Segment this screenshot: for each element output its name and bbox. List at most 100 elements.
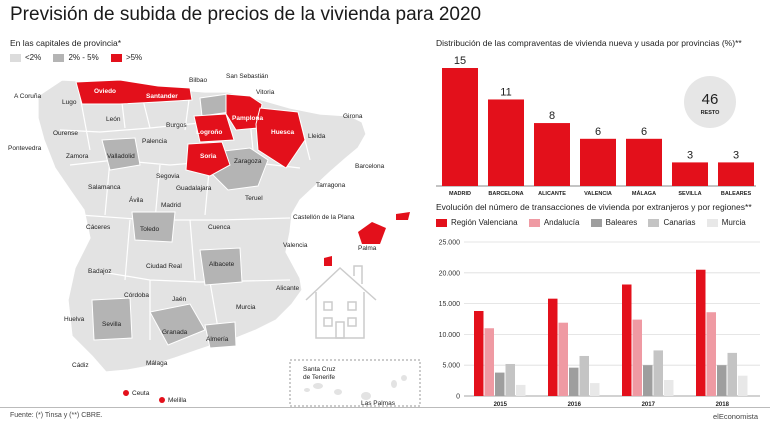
city-label: Badajoz: [88, 268, 112, 275]
bar: [653, 350, 663, 396]
bar: [474, 310, 484, 396]
bar: [626, 138, 662, 186]
legend-item-andalucia: Andalucía: [528, 218, 579, 227]
region-mid-almeria: [204, 321, 237, 349]
legend-item-high: >5%: [110, 53, 142, 62]
data-label: 8: [549, 110, 555, 122]
bar: [495, 372, 505, 396]
city-label: Logroño: [196, 129, 222, 136]
city-label: Valencia: [283, 242, 308, 249]
city-label: Murcia: [236, 304, 256, 311]
bar: [484, 328, 494, 396]
tick-label: BALEARES: [721, 191, 752, 197]
city-label: Jaén: [172, 296, 186, 303]
footer-brand: elEconomista: [713, 412, 759, 421]
legend-swatch: [706, 218, 718, 227]
city-label: Cáceres: [86, 224, 111, 231]
canary-islands: [304, 375, 407, 400]
city-label: Valladolid: [107, 153, 135, 160]
region-mid-toledo: [131, 211, 176, 243]
map-subtitle: En las capitales de provincia*: [10, 38, 122, 48]
city-label: Palma: [358, 245, 377, 252]
city-label: Melilla: [168, 397, 187, 404]
region-mid-albacete: [199, 247, 243, 286]
footer-divider: [0, 407, 770, 408]
city-label: Zaragoza: [234, 158, 262, 165]
city-label: Santander: [146, 93, 178, 100]
map-legend: <2% 2% - 5% >5%: [10, 53, 152, 62]
city-label: Sevilla: [102, 321, 122, 328]
bar: [717, 365, 727, 396]
bar: [488, 99, 524, 186]
resto-circle: [684, 76, 736, 128]
bar: [672, 162, 708, 186]
city-label: Santa Cruz: [303, 366, 336, 373]
y-tick-label: 20.000: [439, 270, 461, 277]
city-label: Soria: [200, 153, 217, 160]
x-tick-label: 2017: [642, 402, 656, 408]
y-tick-label: 15.000: [439, 301, 461, 308]
region-mid-sevilla: [91, 297, 133, 341]
city-label: Cádiz: [72, 362, 89, 369]
data-label: 3: [687, 149, 693, 161]
city-label: Salamanca: [88, 184, 121, 191]
tick-label: MADRID: [449, 191, 471, 197]
city-label: Barcelona: [355, 163, 385, 170]
legend-item-canarias: Canarias: [648, 218, 695, 227]
bar: [727, 352, 737, 396]
spain-map: A Coruña Oviedo Santander Bilbao San Seb…: [8, 73, 421, 407]
bar: [738, 375, 748, 396]
bar: [505, 363, 515, 396]
chart1-bar: 15 MADRID 11 BARCELONA 8 ALICANTE 6 VALENCIA 6 MÁ…: [436, 55, 756, 197]
y-tick-label: 5.000: [442, 363, 460, 370]
y-tick-label: 10.000: [439, 332, 461, 339]
city-label: A Coruña: [14, 93, 41, 100]
city-label: Alicante: [276, 285, 300, 292]
bar: [622, 284, 632, 396]
city-label: Córdoba: [124, 292, 149, 299]
region-high-logrono: [193, 113, 235, 143]
page-title: Previsión de subida de precios de la viv…: [10, 4, 482, 25]
data-label: 3: [733, 149, 739, 161]
legend-swatch: [528, 218, 540, 227]
city-label: Ciudad Real: [146, 263, 182, 270]
tick-label: VALENCIA: [584, 191, 612, 197]
city-label: Ceuta: [132, 390, 150, 397]
city-label: Bilbao: [189, 77, 207, 84]
city-labels: A Coruña Oviedo Santander Bilbao San Seb…: [8, 73, 396, 407]
bar: [718, 162, 754, 186]
bar: [580, 138, 616, 186]
chart2-grouped-bar: 25.000 20.000 15.000 10.000 5.000 0 2015 2016 20…: [439, 240, 760, 408]
city-label: Málaga: [146, 360, 168, 367]
legend-swatch: [436, 218, 447, 227]
bar: [534, 123, 570, 186]
bar: [643, 365, 653, 396]
tick-label: ALICANTE: [538, 191, 566, 197]
chart2-title: Evolución del número de transacciones de…: [436, 202, 752, 212]
city-label: Albacete: [209, 261, 235, 268]
city-label: Zamora: [66, 153, 89, 160]
bar: [442, 68, 478, 186]
region-high-soria: [185, 141, 231, 177]
region-high-huesca: [255, 107, 306, 169]
city-label: Granada: [162, 329, 188, 336]
region-high-ibiza: [324, 256, 332, 266]
resto-label: RESTO: [701, 110, 721, 116]
data-label: 11: [500, 86, 511, 98]
city-label-cont: de Tenerife: [303, 374, 335, 381]
bar: [590, 383, 600, 396]
data-label: 6: [641, 126, 647, 138]
city-label: Segovia: [156, 173, 180, 180]
city-label: San Sebastián: [226, 73, 269, 80]
tick-label: MÁLAGA: [632, 190, 656, 197]
tick-label: SEVILLA: [678, 191, 701, 197]
region-high-asturias-cantabria: [75, 79, 193, 105]
ceuta-dot: [123, 390, 129, 396]
legend-item-murcia: Murcia: [706, 218, 746, 227]
legend-item-valenciana: Región Valenciana: [436, 218, 518, 227]
data-label: 15: [454, 55, 466, 67]
bar: [516, 384, 526, 396]
chart1-title: Distribución de las compraventas de vivi…: [436, 38, 742, 48]
region-mid-valladolid: [101, 137, 141, 171]
data-label: 6: [595, 126, 601, 138]
